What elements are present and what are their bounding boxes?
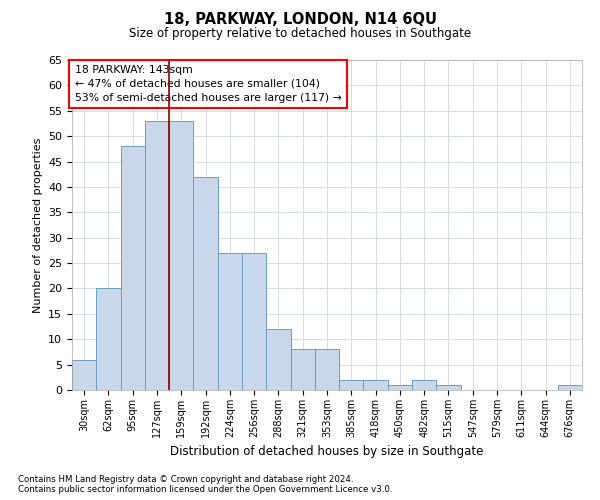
Bar [96,288,121,390]
Bar [145,121,169,390]
Text: Contains public sector information licensed under the Open Government Licence v3: Contains public sector information licen… [18,484,392,494]
Bar [193,177,218,390]
Bar [412,380,436,390]
Bar [364,380,388,390]
Bar [339,380,364,390]
X-axis label: Distribution of detached houses by size in Southgate: Distribution of detached houses by size … [170,446,484,458]
Text: 18 PARKWAY: 143sqm
← 47% of detached houses are smaller (104)
53% of semi-detach: 18 PARKWAY: 143sqm ← 47% of detached hou… [74,65,341,103]
Bar [436,385,461,390]
Bar [558,385,582,390]
Bar [290,350,315,390]
Bar [315,350,339,390]
Bar [266,329,290,390]
Text: 18, PARKWAY, LONDON, N14 6QU: 18, PARKWAY, LONDON, N14 6QU [163,12,437,28]
Y-axis label: Number of detached properties: Number of detached properties [32,138,43,312]
Text: Contains HM Land Registry data © Crown copyright and database right 2024.: Contains HM Land Registry data © Crown c… [18,475,353,484]
Bar [242,253,266,390]
Text: Size of property relative to detached houses in Southgate: Size of property relative to detached ho… [129,28,471,40]
Bar [121,146,145,390]
Bar [218,253,242,390]
Bar [388,385,412,390]
Bar [169,121,193,390]
Bar [72,360,96,390]
